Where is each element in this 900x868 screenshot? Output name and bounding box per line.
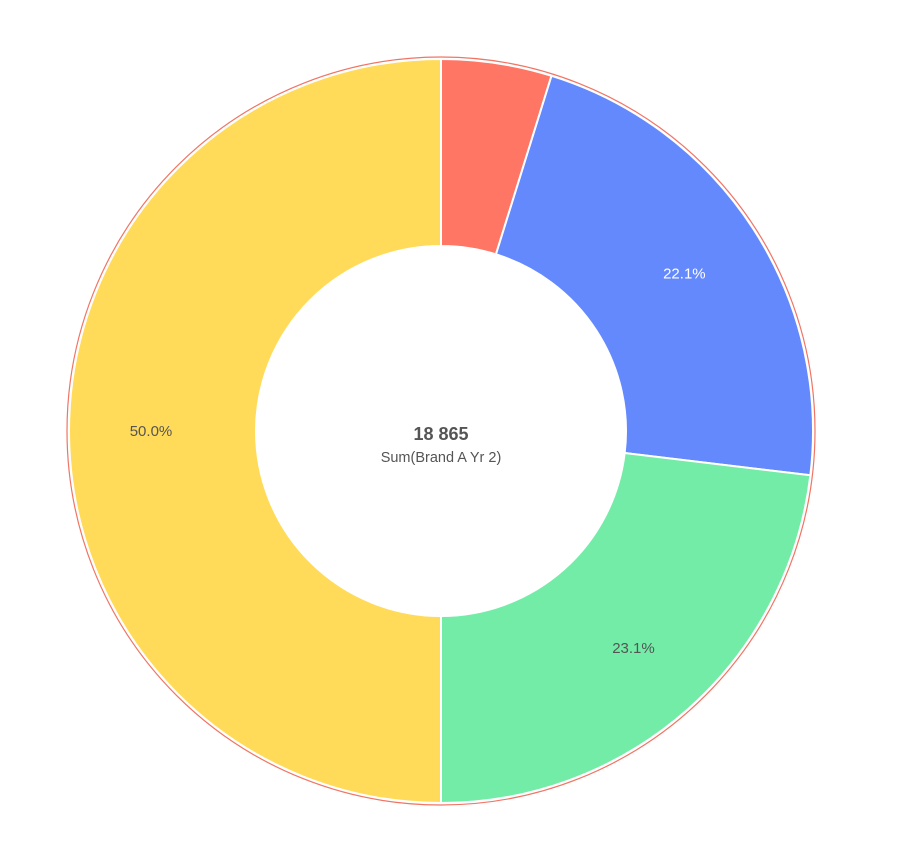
slice-labels: 22.1% 23.1% 50.0% [130,265,706,657]
donut-slice-2[interactable] [440,451,812,805]
outer-ring [66,56,816,806]
slice-label-1: 22.1% [663,265,706,282]
donut-slice-1[interactable] [494,74,814,477]
donut-slice-3[interactable] [68,57,442,805]
slices-group [68,57,814,805]
slice-label-3: 50.0% [130,423,173,440]
center-total-value: 18 865 [413,424,468,444]
center-caption: Sum(Brand A Yr 2) [381,450,502,466]
slice-label-2: 23.1% [612,640,655,657]
